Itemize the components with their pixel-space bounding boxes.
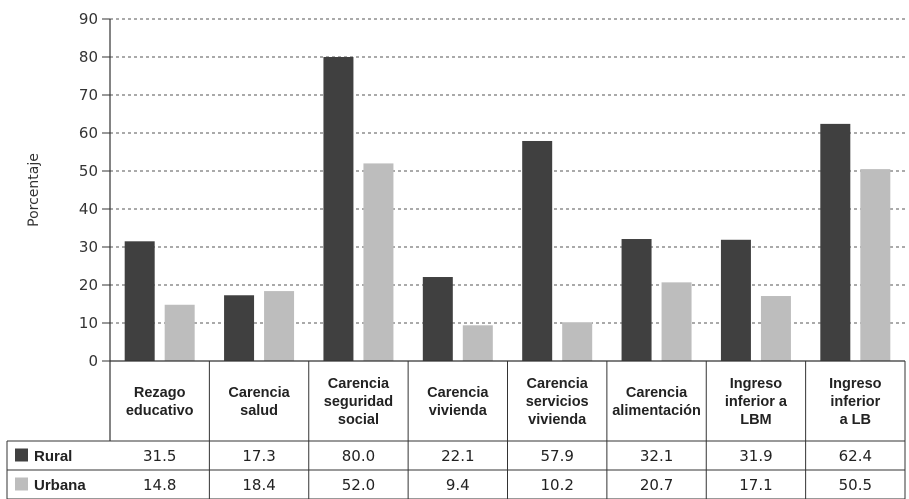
- category-label: alimentación: [612, 403, 701, 419]
- category-label: inferior a: [725, 394, 788, 410]
- data-table-cell: 9.4: [446, 476, 470, 494]
- y-axis-title: Porcentaje: [26, 153, 42, 227]
- data-table-cell: 10.2: [540, 476, 573, 494]
- data-table-cell: 57.9: [540, 447, 573, 465]
- bar-urbana: [760, 296, 791, 361]
- legend-swatch-urbana: [15, 477, 28, 491]
- category-label: seguridad: [324, 394, 393, 410]
- category-label: Carencia: [328, 376, 390, 392]
- data-table-cell: 31.5: [143, 447, 176, 465]
- bar-rural: [720, 239, 751, 361]
- category-label: Ingreso: [829, 376, 882, 392]
- bar-urbana: [164, 304, 195, 361]
- category-label: Carencia: [527, 376, 589, 392]
- category-label: a LB: [840, 412, 871, 428]
- category-label: vivienda: [528, 412, 587, 428]
- bar-rural: [621, 239, 652, 361]
- y-tick-label: 20: [79, 276, 98, 294]
- category-label: Ingreso: [730, 376, 783, 392]
- category-label: servicios: [526, 394, 589, 410]
- y-tick-label: 10: [79, 314, 98, 332]
- data-table-cell: 17.3: [242, 447, 275, 465]
- y-tick-label: 50: [79, 162, 98, 180]
- y-tick-label: 30: [79, 238, 98, 256]
- bar-urbana: [562, 322, 593, 361]
- y-tick-label: 60: [79, 124, 98, 142]
- bar-urbana: [264, 291, 295, 361]
- y-tick-label: 0: [88, 352, 98, 370]
- category-label: inferior: [830, 394, 880, 410]
- bar-rural: [224, 295, 255, 361]
- data-table-cell: 80.0: [342, 447, 375, 465]
- bar-rural: [124, 241, 155, 361]
- y-tick-label: 90: [79, 10, 98, 28]
- bar-rural: [820, 123, 851, 361]
- data-table-cell: 17.1: [739, 476, 772, 494]
- data-table-cell: 18.4: [242, 476, 275, 494]
- bar-urbana: [661, 282, 692, 361]
- bar-rural: [323, 57, 354, 361]
- series-label-rural: Rural: [34, 448, 72, 465]
- bar-rural: [422, 277, 453, 361]
- data-table-cell: 50.5: [839, 476, 872, 494]
- y-tick-label: 80: [79, 48, 98, 66]
- series-label-urbana: Urbana: [34, 477, 86, 494]
- data-table-cell: 52.0: [342, 476, 375, 494]
- category-label: social: [338, 412, 379, 428]
- category-label: Carencia: [626, 385, 688, 401]
- bar-urbana: [860, 169, 891, 361]
- bar-urbana: [462, 325, 493, 361]
- category-label: Carencia: [427, 385, 489, 401]
- data-table-cell: 62.4: [839, 447, 872, 465]
- category-label: LBM: [740, 412, 771, 428]
- y-tick-label: 40: [79, 200, 98, 218]
- data-table-cell: 20.7: [640, 476, 673, 494]
- data-table-cell: 14.8: [143, 476, 176, 494]
- bar-urbana: [363, 163, 394, 361]
- y-tick-label: 70: [79, 86, 98, 104]
- category-label: vivienda: [429, 403, 488, 419]
- category-label: educativo: [126, 403, 194, 419]
- category-label: Carencia: [228, 385, 290, 401]
- bar-rural: [522, 140, 553, 361]
- data-table-cell: 22.1: [441, 447, 474, 465]
- category-label: Rezago: [134, 385, 186, 401]
- data-table-cell: 31.9: [739, 447, 772, 465]
- legend-swatch-rural: [15, 448, 28, 462]
- data-table-cell: 32.1: [640, 447, 673, 465]
- category-label: salud: [240, 403, 278, 419]
